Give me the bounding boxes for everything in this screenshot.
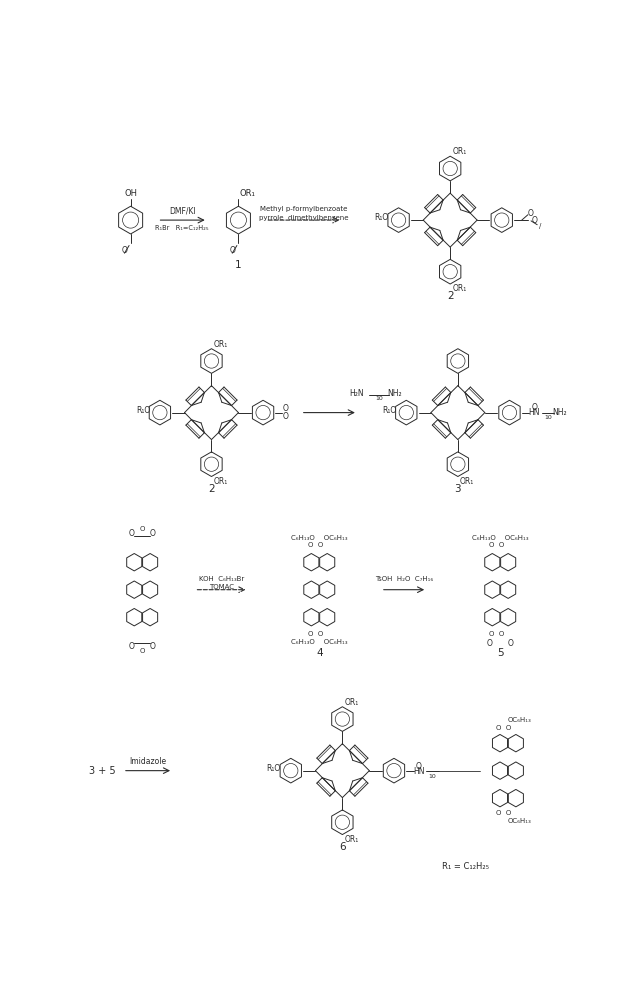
Text: HN: HN <box>528 408 540 417</box>
Text: R₁O: R₁O <box>267 764 281 773</box>
Text: 2: 2 <box>447 291 454 301</box>
Text: 3: 3 <box>454 484 461 494</box>
Text: DMF/KI: DMF/KI <box>169 206 195 215</box>
Text: O: O <box>121 246 128 255</box>
Text: O: O <box>487 639 492 648</box>
Text: O: O <box>283 412 288 421</box>
Text: OH: OH <box>124 189 137 198</box>
Text: 10: 10 <box>375 396 383 401</box>
Text: 4: 4 <box>316 648 322 658</box>
Text: H₂N: H₂N <box>349 389 363 398</box>
Text: O: O <box>531 403 537 412</box>
Text: O: O <box>531 216 537 225</box>
Text: OR₁: OR₁ <box>214 477 228 486</box>
Text: O  O: O O <box>497 725 512 731</box>
Text: OR₁: OR₁ <box>214 340 228 349</box>
Text: OC₆H₁₃: OC₆H₁₃ <box>507 818 532 824</box>
Text: R₁O: R₁O <box>375 213 389 222</box>
Text: O: O <box>150 529 156 538</box>
Text: O: O <box>140 526 145 532</box>
Text: O: O <box>140 648 145 654</box>
Text: O: O <box>283 404 288 413</box>
Text: OC₆H₁₃: OC₆H₁₃ <box>507 717 532 723</box>
Text: NH₂: NH₂ <box>387 389 402 398</box>
Text: Imidazole: Imidazole <box>129 757 166 766</box>
Text: O: O <box>416 762 422 771</box>
Text: C₆H₁₃O    OC₆H₁₃: C₆H₁₃O OC₆H₁₃ <box>291 535 348 541</box>
Text: OR₁: OR₁ <box>460 477 474 486</box>
Text: TsOH  H₂O  C₇H₁₆: TsOH H₂O C₇H₁₆ <box>375 576 433 582</box>
Text: O: O <box>528 209 534 218</box>
Text: 1: 1 <box>235 260 242 270</box>
Text: C₆H₁₃O    OC₆H₁₃: C₆H₁₃O OC₆H₁₃ <box>291 639 348 645</box>
Text: O  O: O O <box>489 542 504 548</box>
Text: R₁Br   R₁=C₁₂H₂₅: R₁Br R₁=C₁₂H₂₅ <box>155 225 209 231</box>
Text: 3 + 5: 3 + 5 <box>89 766 116 776</box>
Text: O: O <box>150 642 156 651</box>
Text: OR₁: OR₁ <box>344 698 359 707</box>
Text: O: O <box>128 642 135 651</box>
Text: NH₂: NH₂ <box>552 408 567 417</box>
Text: 5: 5 <box>497 648 504 658</box>
Text: 6: 6 <box>339 842 346 852</box>
Text: KOH  C₆H₁₃Br: KOH C₆H₁₃Br <box>199 576 244 582</box>
Text: /: / <box>539 223 542 229</box>
Text: HN: HN <box>413 767 424 776</box>
Text: Methyl p-formylbenzoate: Methyl p-formylbenzoate <box>260 206 348 212</box>
Text: O  O: O O <box>489 631 504 637</box>
Text: R₁ = C₁₂H₂₅: R₁ = C₁₂H₂₅ <box>442 862 489 871</box>
Text: 10: 10 <box>544 415 552 420</box>
Text: O  O: O O <box>308 542 323 548</box>
Text: TOMAC: TOMAC <box>209 584 234 590</box>
Text: O  O: O O <box>497 810 512 816</box>
Text: OR₁: OR₁ <box>453 284 466 293</box>
Text: 2: 2 <box>208 484 215 494</box>
Text: O: O <box>128 529 135 538</box>
Text: R₁O: R₁O <box>382 406 396 415</box>
Text: 10: 10 <box>428 774 436 779</box>
Text: OR₁: OR₁ <box>344 835 359 844</box>
Text: OR₁: OR₁ <box>240 189 255 198</box>
Text: C₆H₁₃O    OC₆H₁₃: C₆H₁₃O OC₆H₁₃ <box>472 535 528 541</box>
Text: O  O: O O <box>308 631 323 637</box>
Text: O: O <box>229 246 235 255</box>
Text: pyrrole  dimethylbenzene: pyrrole dimethylbenzene <box>259 215 349 221</box>
Text: R₁O: R₁O <box>136 406 150 415</box>
Text: O: O <box>508 639 514 648</box>
Text: OR₁: OR₁ <box>453 147 466 156</box>
